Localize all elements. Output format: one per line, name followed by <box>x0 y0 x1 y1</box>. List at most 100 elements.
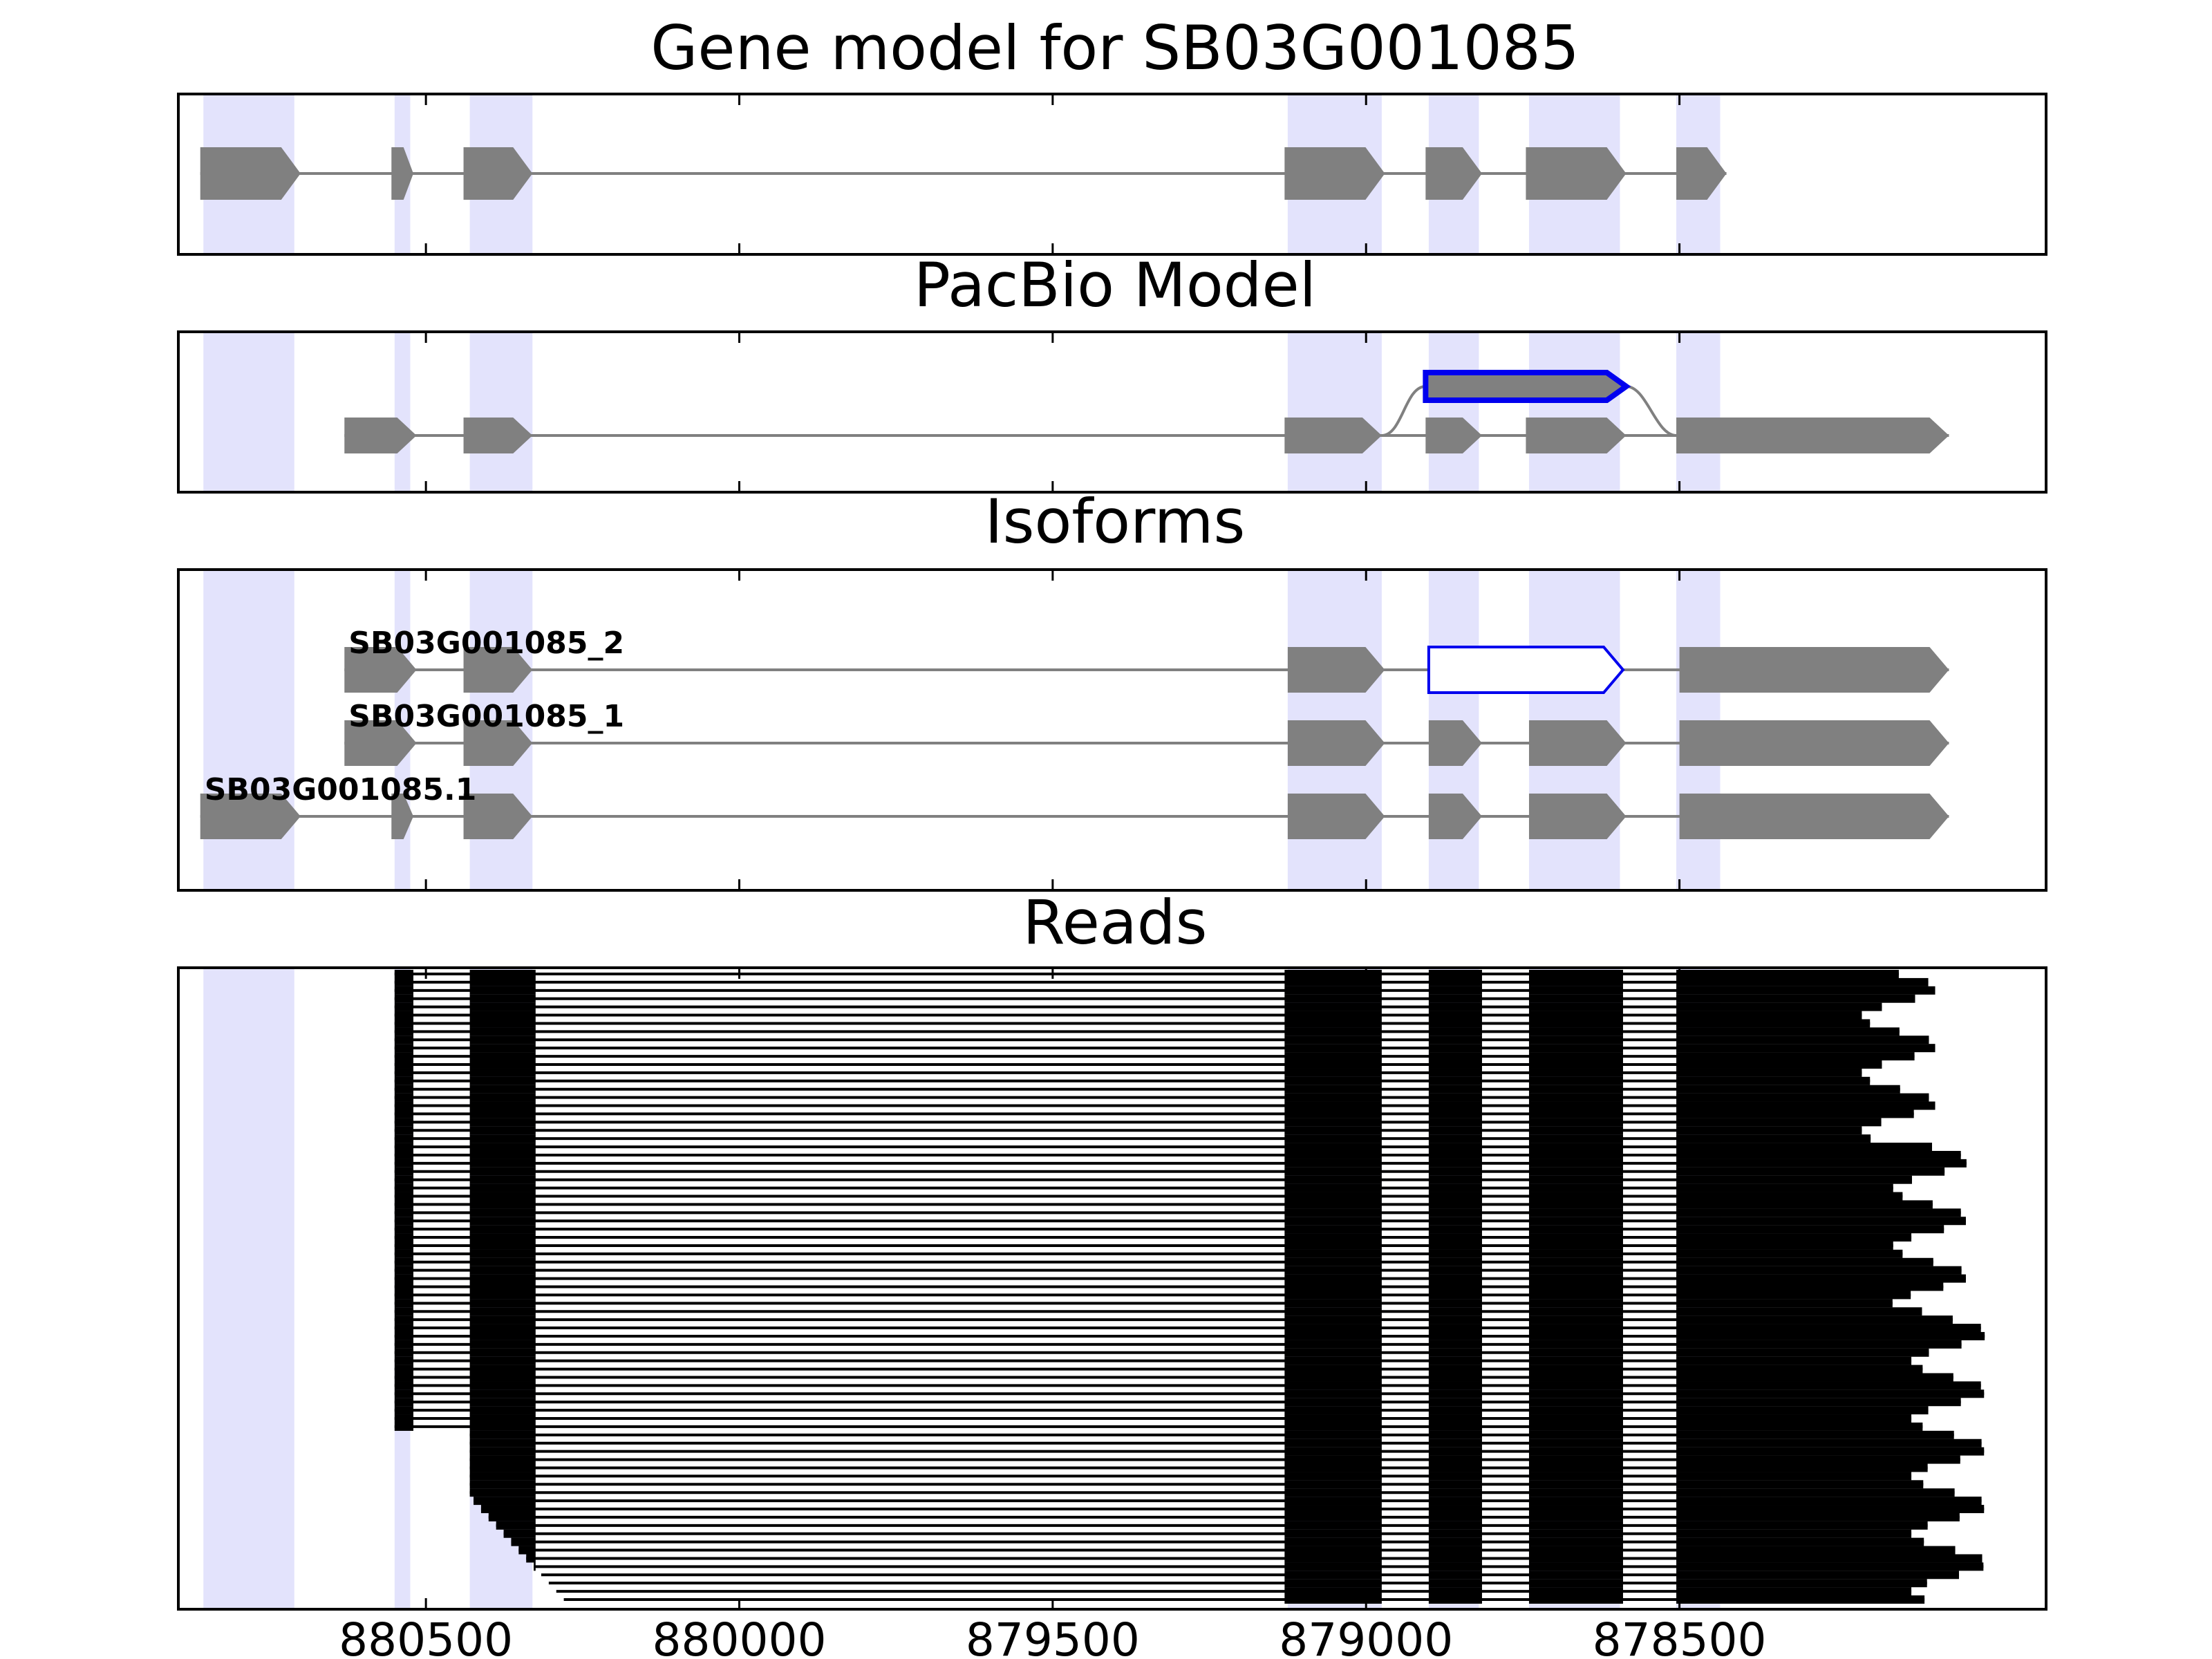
read-block <box>1284 1422 1382 1431</box>
exon-shade <box>203 332 294 492</box>
read-block <box>469 1225 536 1234</box>
read-block <box>1676 1579 1927 1588</box>
read-block <box>1428 1497 1482 1506</box>
read-block <box>469 1365 536 1374</box>
read-block <box>1284 1183 1382 1192</box>
isoforms-panel: SB03G001085_2 SB03G001085_1 SB03G001085.1 <box>177 568 2047 892</box>
read-block <box>1428 1167 1482 1176</box>
read-block <box>1528 1027 1623 1036</box>
read-block <box>1284 1126 1382 1135</box>
read-block <box>1284 1365 1382 1374</box>
read-block <box>1676 1497 1982 1506</box>
read-block <box>1428 1282 1482 1291</box>
read-block <box>1528 1002 1623 1011</box>
pacbio-exon <box>1676 418 1949 453</box>
read-block <box>1284 1463 1382 1472</box>
read-block <box>1428 970 1482 978</box>
read-block <box>1428 1233 1482 1242</box>
read-block <box>394 970 414 978</box>
read-block <box>1284 1101 1382 1110</box>
isoform-exon <box>1287 794 1385 839</box>
read-block <box>394 1134 414 1143</box>
read-block <box>469 1447 536 1456</box>
isoform-exon <box>1679 720 1949 766</box>
read-block <box>1284 1019 1382 1028</box>
read-block <box>1528 1233 1623 1242</box>
read-block <box>1284 1093 1382 1102</box>
isoform-exon <box>463 794 533 839</box>
read-block <box>1676 1546 1956 1555</box>
read-block <box>1528 1571 1623 1580</box>
read-block <box>1428 1587 1482 1596</box>
isoform-exon <box>344 720 417 766</box>
read-block <box>1676 1373 1953 1382</box>
read-block <box>1284 1546 1382 1555</box>
read-block <box>1528 1150 1623 1159</box>
read-block <box>1676 1299 1893 1308</box>
read-block <box>469 1381 536 1390</box>
read-block <box>469 1002 536 1011</box>
read-block <box>1428 1150 1482 1159</box>
read-block <box>1676 1027 1900 1036</box>
read-block <box>1676 970 1899 978</box>
read-block <box>1676 1159 1967 1168</box>
read-block <box>1676 1512 1960 1521</box>
read-block <box>469 1167 536 1176</box>
read-block <box>1284 1225 1382 1234</box>
read-block <box>1528 1052 1623 1061</box>
read-block <box>394 1002 414 1011</box>
read-block <box>1676 1291 1911 1300</box>
gene-model-exon <box>463 147 533 200</box>
read-block <box>1284 1085 1382 1094</box>
read-block <box>469 1291 536 1300</box>
read-block <box>394 1217 414 1226</box>
read-block <box>469 1192 536 1201</box>
read-block <box>1528 1299 1623 1308</box>
read-block <box>1676 1052 1915 1061</box>
read-block <box>1528 1200 1623 1209</box>
read-block <box>1284 1027 1382 1036</box>
read-block <box>1528 1175 1623 1184</box>
read-block <box>1284 1497 1382 1506</box>
read-block <box>1676 1068 1862 1077</box>
read-block <box>1528 1126 1623 1135</box>
read-block <box>1428 1463 1482 1472</box>
read-block <box>1676 1529 1912 1538</box>
read-block <box>1528 1554 1623 1563</box>
read-block <box>1528 1060 1623 1069</box>
read-block <box>1528 1497 1623 1506</box>
read-block <box>1676 1002 1882 1011</box>
read-block <box>1528 977 1623 986</box>
read-block <box>1428 1324 1482 1333</box>
read-block <box>394 1398 414 1407</box>
read-block <box>394 1011 414 1020</box>
read-block <box>394 1274 414 1283</box>
read-block <box>1428 1249 1482 1258</box>
read-block <box>1676 1035 1929 1044</box>
read-block <box>1528 1101 1623 1110</box>
read-block <box>1528 1068 1623 1077</box>
read-block <box>469 1044 536 1053</box>
isoform-exon <box>1679 794 1949 839</box>
isoform-label: SB03G001085_2 <box>348 626 624 661</box>
read-block <box>1528 1430 1623 1439</box>
read-block <box>394 1150 414 1159</box>
read-block <box>1428 1529 1482 1538</box>
isoform-exon <box>1528 720 1627 766</box>
exon-shade <box>203 968 294 1609</box>
read-block <box>1284 1150 1382 1159</box>
read-block <box>1428 1093 1482 1102</box>
read-block <box>1428 1438 1482 1447</box>
pacbio-exon <box>1425 418 1482 453</box>
read-block <box>469 1266 536 1275</box>
read-block <box>1528 1324 1623 1333</box>
read-block <box>1676 1595 1925 1604</box>
read-block <box>469 986 536 995</box>
read-block <box>1428 1307 1482 1316</box>
read-block <box>1428 1430 1482 1439</box>
read-block <box>394 1414 414 1423</box>
read-block <box>394 1208 414 1217</box>
read-block <box>1284 1134 1382 1143</box>
read-block <box>394 1200 414 1209</box>
read-block <box>1428 1052 1482 1061</box>
